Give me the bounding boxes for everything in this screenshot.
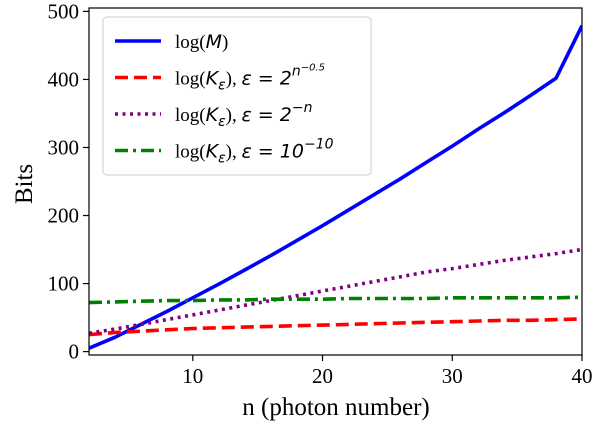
series-line-3 <box>89 247 582 335</box>
legend-box <box>102 16 372 176</box>
y-axis-label: Bits <box>11 164 38 204</box>
y-tick-label: 400 <box>48 67 80 91</box>
series-line-4 <box>89 295 582 305</box>
y-tick-label: 0 <box>69 340 80 364</box>
legend-label-4: log(Kε), ε = 10−10 <box>175 137 334 167</box>
y-tick-label: 200 <box>48 204 80 228</box>
legend-label-1: log(M) <box>175 31 228 53</box>
legend: log(M) log(Kε), ε = 2n−0.5 log(Kε), ε = 2−… <box>102 16 372 176</box>
x-tick-label: 40 <box>572 364 593 388</box>
y-tick-label: 500 <box>48 0 80 23</box>
series-line-1 <box>89 24 582 350</box>
legend-label-3: log(Kε), ε = 2−n <box>175 100 312 130</box>
plot-layer <box>89 24 582 350</box>
x-tick-label: 20 <box>312 364 333 388</box>
legend-label-2: log(Kε), ε = 2n−0.5 <box>175 63 325 94</box>
y-tick-label: 300 <box>48 135 80 159</box>
x-tick-label: 10 <box>182 364 203 388</box>
x-axis-label: n (photon number) <box>242 394 429 421</box>
y-tick-label: 100 <box>48 272 80 296</box>
x-tick-label: 30 <box>442 364 463 388</box>
series-line-2 <box>89 317 582 337</box>
plot-frame <box>88 7 583 356</box>
